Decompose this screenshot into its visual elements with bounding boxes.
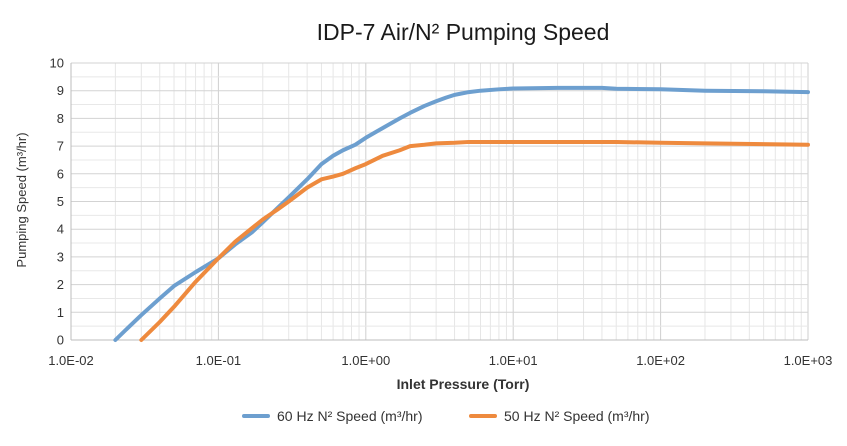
legend-label-2: 50 Hz N² Speed (m³/hr)	[504, 408, 649, 424]
series-line-1	[113, 85, 810, 342]
x-tick-label: 1.0E-01	[196, 353, 242, 368]
y-tick-label: 7	[57, 139, 64, 154]
legend: 60 Hz N² Speed (m³/hr) 50 Hz N² Speed (m³…	[242, 408, 649, 424]
series-lines	[113, 85, 810, 342]
x-tick-label: 1.0E+02	[636, 353, 685, 368]
legend-label-1: 60 Hz N² Speed (m³/hr)	[277, 408, 422, 424]
x-tick-label: 1.0E+00	[341, 353, 390, 368]
y-tick-label: 4	[57, 222, 64, 237]
y-tick-label: 1	[57, 305, 64, 320]
y-tick-label: 5	[57, 194, 64, 209]
y-tick-label: 0	[57, 333, 64, 348]
y-tick-label: 3	[57, 249, 64, 264]
y-tick-label: 2	[57, 277, 64, 292]
y-axis-label: Pumping Speed (m³/hr)	[14, 132, 29, 267]
axes	[70, 63, 808, 341]
chart-title: IDP-7 Air/N² Pumping Speed	[317, 19, 610, 45]
y-tick-label: 6	[57, 166, 64, 181]
y-tick-label: 10	[50, 56, 64, 71]
x-tick-label: 1.0E+03	[784, 353, 833, 368]
x-tick-label: 1.0E-02	[48, 353, 94, 368]
x-tick-label: 1.0E+01	[489, 353, 538, 368]
tick-labels: 1.0E-02 1.0E-01 1.0E+00 1.0E+01 1.0E+02 1.0E+…	[48, 56, 832, 369]
series-line-2	[139, 139, 810, 342]
y-tick-label: 8	[57, 111, 64, 126]
x-axis-label: Inlet Pressure (Torr)	[397, 376, 530, 392]
y-tick-label: 9	[57, 83, 64, 98]
